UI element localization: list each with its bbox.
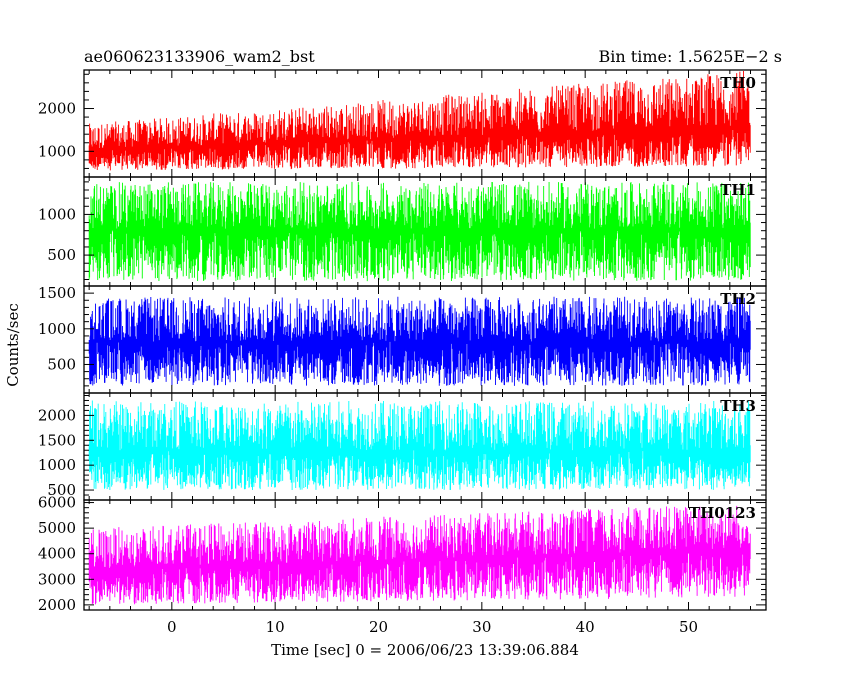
y-tick-label: 2000 [38, 406, 76, 424]
panel-th0: 1000 2000 TH0 [38, 69, 767, 178]
x-tick-label: 30 [472, 618, 491, 636]
panel-th0123: 2000 3000 4000 5000 6000 TH0123 [38, 494, 767, 614]
series-th3 [88, 400, 751, 491]
y-tick-label: 1000 [38, 320, 76, 338]
panel-label: TH0 [720, 74, 756, 92]
panel-label: TH2 [720, 290, 756, 308]
panel-th2: 500 1000 1500 TH2 [38, 284, 767, 394]
y-tick-label: 1000 [38, 456, 76, 474]
x-tick-label: 20 [369, 618, 388, 636]
y-tick-label: 1500 [38, 431, 76, 449]
x-tick-label: 0 [167, 618, 177, 636]
series-th1 [88, 181, 751, 282]
x-tick-label: 50 [679, 618, 698, 636]
y-tick-label: 3000 [38, 570, 76, 588]
panel-frame [83, 499, 767, 611]
y-tick-label: 500 [47, 355, 76, 373]
series-th0 [88, 71, 751, 171]
y-tick-label: 1000 [38, 205, 76, 223]
y-tick-label: 6000 [38, 494, 76, 512]
x-axis-label: Time [sec] 0 = 2006/06/23 13:39:06.884 [271, 641, 579, 659]
y-tick-label: 1500 [38, 284, 76, 302]
chart-title: ae060623133906_wam2_bst [84, 47, 315, 66]
y-axis-label: Counts/sec [4, 303, 22, 387]
panel-th3: 500 1000 1500 2000 TH3 [38, 392, 767, 501]
bin-time-label: Bin time: 1.5625E−2 s [599, 47, 782, 66]
panels-group: 1000 2000 TH0 500 1000 TH1 500 1000 1500 TH2 500 10… [38, 69, 767, 614]
y-tick-label: 500 [47, 481, 76, 499]
y-tick-label: 2000 [38, 596, 76, 614]
panel-label: TH0123 [689, 504, 756, 522]
y-tick-label: 2000 [38, 100, 76, 118]
y-tick-label: 4000 [38, 545, 76, 563]
y-tick-label: 500 [47, 246, 76, 264]
panel-label: TH1 [720, 181, 756, 199]
x-axis: 0 10 20 30 40 50 [167, 618, 698, 636]
panel-th1: 500 1000 TH1 [38, 176, 767, 287]
x-tick-label: 10 [266, 618, 285, 636]
panel-label: TH3 [720, 397, 756, 415]
y-tick-label: 1000 [38, 142, 76, 160]
series-th2 [88, 296, 751, 386]
series-th0123 [88, 505, 751, 605]
y-tick-label: 5000 [38, 519, 76, 537]
x-tick-label: 40 [576, 618, 595, 636]
